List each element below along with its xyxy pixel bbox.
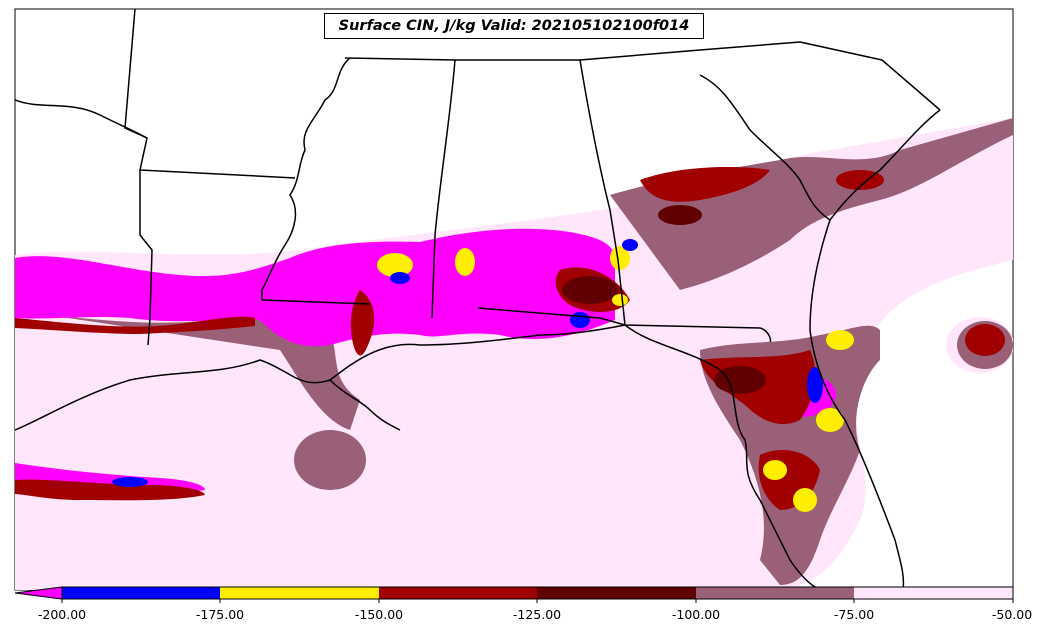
colorbar-tick-label: -50.00 [991,607,1033,622]
state-boundaries [15,9,941,590]
colorbar-segment-6 [854,587,1013,599]
colorbar-segment-2 [220,587,379,599]
colorbar-tick-label: -200.00 [37,607,87,622]
colorbar [14,586,1014,603]
cin-band-125-100 [562,205,766,394]
colorbar-segment-3 [379,587,537,599]
colorbar-segment-1 [62,587,220,599]
cin-band-200-175 [112,239,823,487]
colorbar-tick-label: -100.00 [671,607,721,622]
cin-band-175-150 [377,246,854,512]
colorbar-tick-label: -150.00 [354,607,404,622]
colorbar-tick-label: -75.00 [833,607,875,622]
map-title: Surface CIN, J/kg Valid: 202105102100f01… [324,13,704,39]
colorbar-segment-5 [696,587,854,599]
colorbar-tick-label: -175.00 [195,607,245,622]
colorbar-segment-4 [537,587,696,599]
colorbar-tick-label: -125.00 [512,607,562,622]
